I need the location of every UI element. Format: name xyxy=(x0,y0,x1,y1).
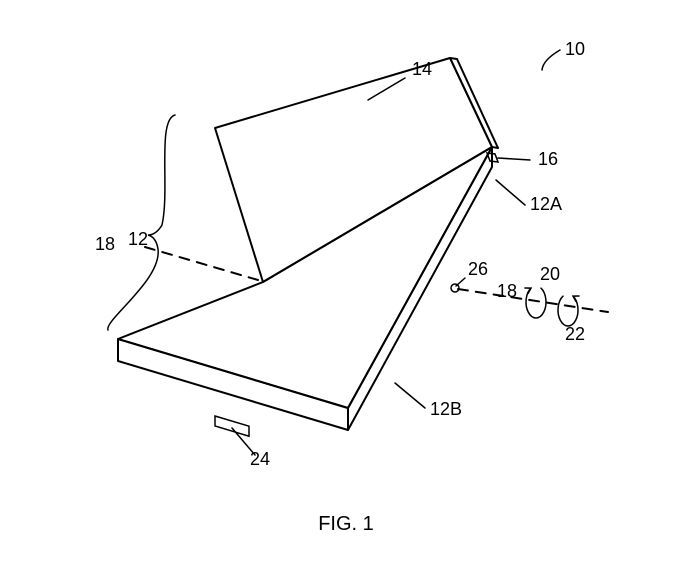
label-26: 26 xyxy=(468,259,488,279)
label-20: 20 xyxy=(540,264,560,284)
label-12A: 12A xyxy=(530,194,562,214)
label-12B: 12B xyxy=(430,399,462,419)
label-16: 16 xyxy=(538,149,558,169)
patent-figure: 10 12 12A 12B 14 16 18 18 20 22 24 26 FI… xyxy=(0,0,693,570)
label-18-left: 18 xyxy=(95,234,115,254)
label-24: 24 xyxy=(250,449,270,469)
port-24 xyxy=(215,416,249,436)
leaders xyxy=(232,50,560,455)
label-10: 10 xyxy=(565,39,585,59)
brace-12 xyxy=(108,115,175,330)
label-14: 14 xyxy=(412,59,432,79)
label-12: 12 xyxy=(128,229,148,249)
label-18-right: 18 xyxy=(497,281,517,301)
rotation-arrow-20-icon xyxy=(525,288,546,318)
figure-caption: FIG. 1 xyxy=(318,513,374,535)
fold-axis xyxy=(145,247,608,312)
label-22: 22 xyxy=(565,324,585,344)
rotation-arrow-22-icon xyxy=(558,296,579,326)
